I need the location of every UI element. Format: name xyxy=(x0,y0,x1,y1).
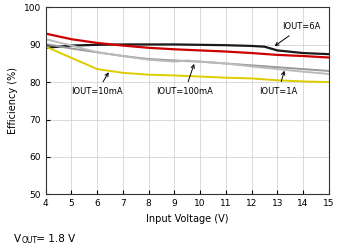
Text: = 1.8 V: = 1.8 V xyxy=(33,234,76,244)
Text: IOUT=100mA: IOUT=100mA xyxy=(156,65,213,96)
Text: IOUT=6A: IOUT=6A xyxy=(275,22,321,46)
Y-axis label: Efficiency (%): Efficiency (%) xyxy=(8,67,18,134)
Text: OUT: OUT xyxy=(22,236,38,245)
Text: IOUT=1A: IOUT=1A xyxy=(259,72,298,96)
Text: V: V xyxy=(14,234,21,244)
X-axis label: Input Voltage (V): Input Voltage (V) xyxy=(146,214,228,224)
Text: IOUT=10mA: IOUT=10mA xyxy=(72,73,123,96)
